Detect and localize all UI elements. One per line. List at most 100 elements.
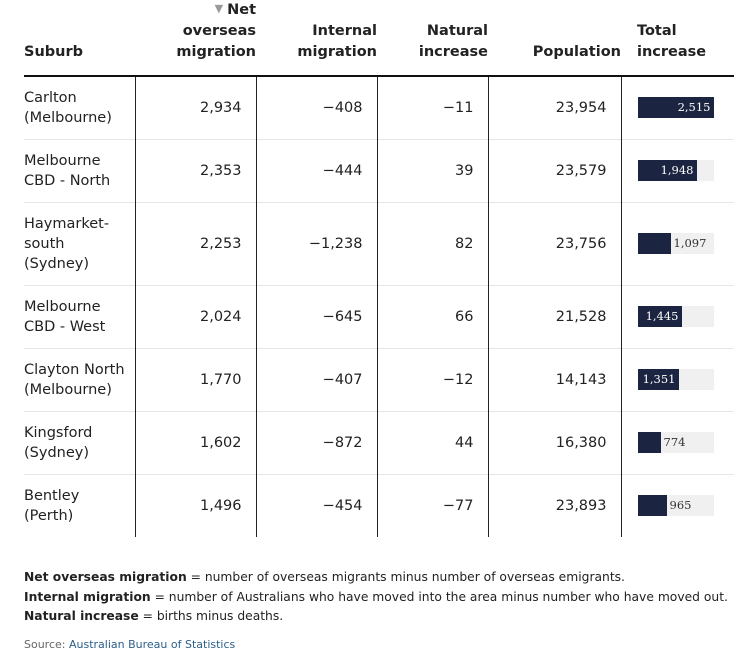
total-increase-bar <box>637 432 661 453</box>
cell-internal: −407 <box>255 348 377 411</box>
cell-population: 23,579 <box>487 139 621 202</box>
header-line: Suburb <box>24 44 83 60</box>
total-increase-value: 965 <box>669 498 692 513</box>
table-row: Bentley (Perth) 1,496 −454 −77 23,893 965 <box>24 474 734 537</box>
cell-natural: −11 <box>376 76 488 139</box>
total-increase-bar-track: 965 <box>637 495 714 517</box>
cell-population: 14,143 <box>487 348 621 411</box>
suburb-line: Kingsford <box>24 424 93 441</box>
cell-population: 23,954 <box>487 76 621 139</box>
migration-table-container: Suburb ▼ Net overseas migration Internal … <box>24 0 734 537</box>
cell-total-increase: 965 <box>620 474 734 537</box>
suburb-line: (Sydney) <box>24 444 89 461</box>
cell-suburb: Haymarket-south (Sydney) <box>24 202 135 285</box>
suburb-line: CBD - West <box>24 318 106 335</box>
cell-natural: 66 <box>376 285 488 348</box>
cell-natural: −12 <box>376 348 488 411</box>
total-increase-value: 1,097 <box>673 236 707 250</box>
cell-net-overseas: 2,353 <box>134 139 256 202</box>
source-line: Source: Australian Bureau of Statistics <box>24 638 235 651</box>
total-increase-value: 1,351 <box>642 372 676 386</box>
cell-population: 23,756 <box>487 202 621 285</box>
header-line: Total <box>637 23 677 39</box>
cell-net-overseas: 1,602 <box>134 411 256 474</box>
suburb-line: (Melbourne) <box>24 381 112 398</box>
suburb-line: (Perth) <box>24 507 74 524</box>
cell-net-overseas: 2,934 <box>134 76 256 139</box>
cell-total-increase: 2,515 <box>620 76 734 139</box>
cell-net-overseas: 2,024 <box>134 285 256 348</box>
total-increase-bar <box>637 233 671 254</box>
cell-internal: −645 <box>255 285 377 348</box>
column-header-natural-increase[interactable]: Natural increase <box>377 0 488 76</box>
suburb-line: Haymarket- <box>24 215 110 232</box>
cell-internal: −408 <box>255 76 377 139</box>
header-line: Net <box>227 2 256 18</box>
migration-table: Suburb ▼ Net overseas migration Internal … <box>24 0 734 537</box>
total-increase-bar-track: 1,445 <box>637 306 714 327</box>
source-prefix: Source: <box>24 638 69 651</box>
suburb-line: (Melbourne) <box>24 109 112 126</box>
cell-suburb: Bentley (Perth) <box>24 474 135 537</box>
table-body: Carlton (Melbourne) 2,934 −408 −11 23,954 2,51… <box>24 76 734 537</box>
header-line: increase <box>637 44 707 60</box>
table-row: Carlton (Melbourne) 2,934 −408 −11 23,954 2,51… <box>24 76 734 139</box>
cell-internal: −454 <box>255 474 377 537</box>
table-row: Melbourne CBD - West 2,024 −645 66 21,528 1,44… <box>24 285 734 348</box>
table-row: Melbourne CBD - North 2,353 −444 39 23,579 1,9… <box>24 139 734 202</box>
total-increase-bar-track: 1,351 <box>637 369 714 390</box>
suburb-line: (Sydney) <box>24 255 89 272</box>
note-net-overseas: Net overseas migration = number of overs… <box>24 568 744 588</box>
cell-population: 23,893 <box>487 474 621 537</box>
total-increase-bar-track: 1,097 <box>637 233 714 254</box>
header-line: Internal <box>312 23 377 39</box>
cell-suburb: Kingsford (Sydney) <box>24 411 135 474</box>
suburb-line: Carlton <box>24 89 77 106</box>
sort-descending-icon: ▼ <box>214 2 224 15</box>
note-term: Natural increase <box>24 609 139 623</box>
header-line: migration <box>297 44 377 60</box>
definitions-notes: Net overseas migration = number of overs… <box>24 568 744 627</box>
total-increase-bar <box>637 97 714 119</box>
cell-suburb: Melbourne CBD - West <box>24 285 135 348</box>
total-increase-bar <box>637 495 667 517</box>
header-line: overseas <box>182 23 256 39</box>
cell-suburb: Carlton (Melbourne) <box>24 76 135 139</box>
column-header-population[interactable]: Population <box>488 0 621 76</box>
total-increase-value: 1,948 <box>660 163 694 177</box>
table-header-row: Suburb ▼ Net overseas migration Internal … <box>24 0 734 76</box>
table-row: Clayton North (Melbourne) 1,770 −407 −12 14,1… <box>24 348 734 411</box>
suburb-line: south <box>24 235 65 252</box>
column-header-internal-migration[interactable]: Internal migration <box>256 0 377 76</box>
cell-natural: 44 <box>376 411 488 474</box>
column-header-net-overseas-migration[interactable]: ▼ Net overseas migration <box>135 0 256 76</box>
cell-natural: −77 <box>376 474 488 537</box>
source-link[interactable]: Australian Bureau of Statistics <box>68 638 236 651</box>
cell-total-increase: 774 <box>620 411 734 474</box>
cell-total-increase: 1,445 <box>620 285 734 348</box>
table-row: Haymarket-south (Sydney) 2,253 −1,238 82 23,7… <box>24 202 734 285</box>
cell-net-overseas: 2,253 <box>134 202 256 285</box>
column-header-total-increase[interactable]: Total increase <box>621 0 734 76</box>
column-header-suburb[interactable]: Suburb <box>24 0 135 76</box>
cell-total-increase: 1,948 <box>620 139 734 202</box>
cell-suburb: Melbourne CBD - North <box>24 139 135 202</box>
total-increase-value: 2,515 <box>677 100 711 115</box>
note-internal: Internal migration = number of Australia… <box>24 588 744 608</box>
suburb-line: CBD - North <box>24 172 111 189</box>
table-row: Kingsford (Sydney) 1,602 −872 44 16,380 774 <box>24 411 734 474</box>
header-line: Natural <box>426 23 488 39</box>
cell-population: 16,380 <box>487 411 621 474</box>
total-increase-bar-track: 774 <box>637 432 714 453</box>
cell-natural: 82 <box>376 202 488 285</box>
cell-net-overseas: 1,770 <box>134 348 256 411</box>
suburb-line: Bentley <box>24 487 80 504</box>
suburb-line: Clayton North <box>24 361 125 378</box>
total-increase-value: 1,445 <box>645 309 679 323</box>
total-increase-bar-track: 1,948 <box>637 160 714 181</box>
note-term: Internal migration <box>24 589 151 604</box>
note-definition: = number of Australians who have moved i… <box>150 589 728 604</box>
cell-population: 21,528 <box>487 285 621 348</box>
cell-total-increase: 1,097 <box>620 202 734 285</box>
cell-net-overseas: 1,496 <box>134 474 256 537</box>
